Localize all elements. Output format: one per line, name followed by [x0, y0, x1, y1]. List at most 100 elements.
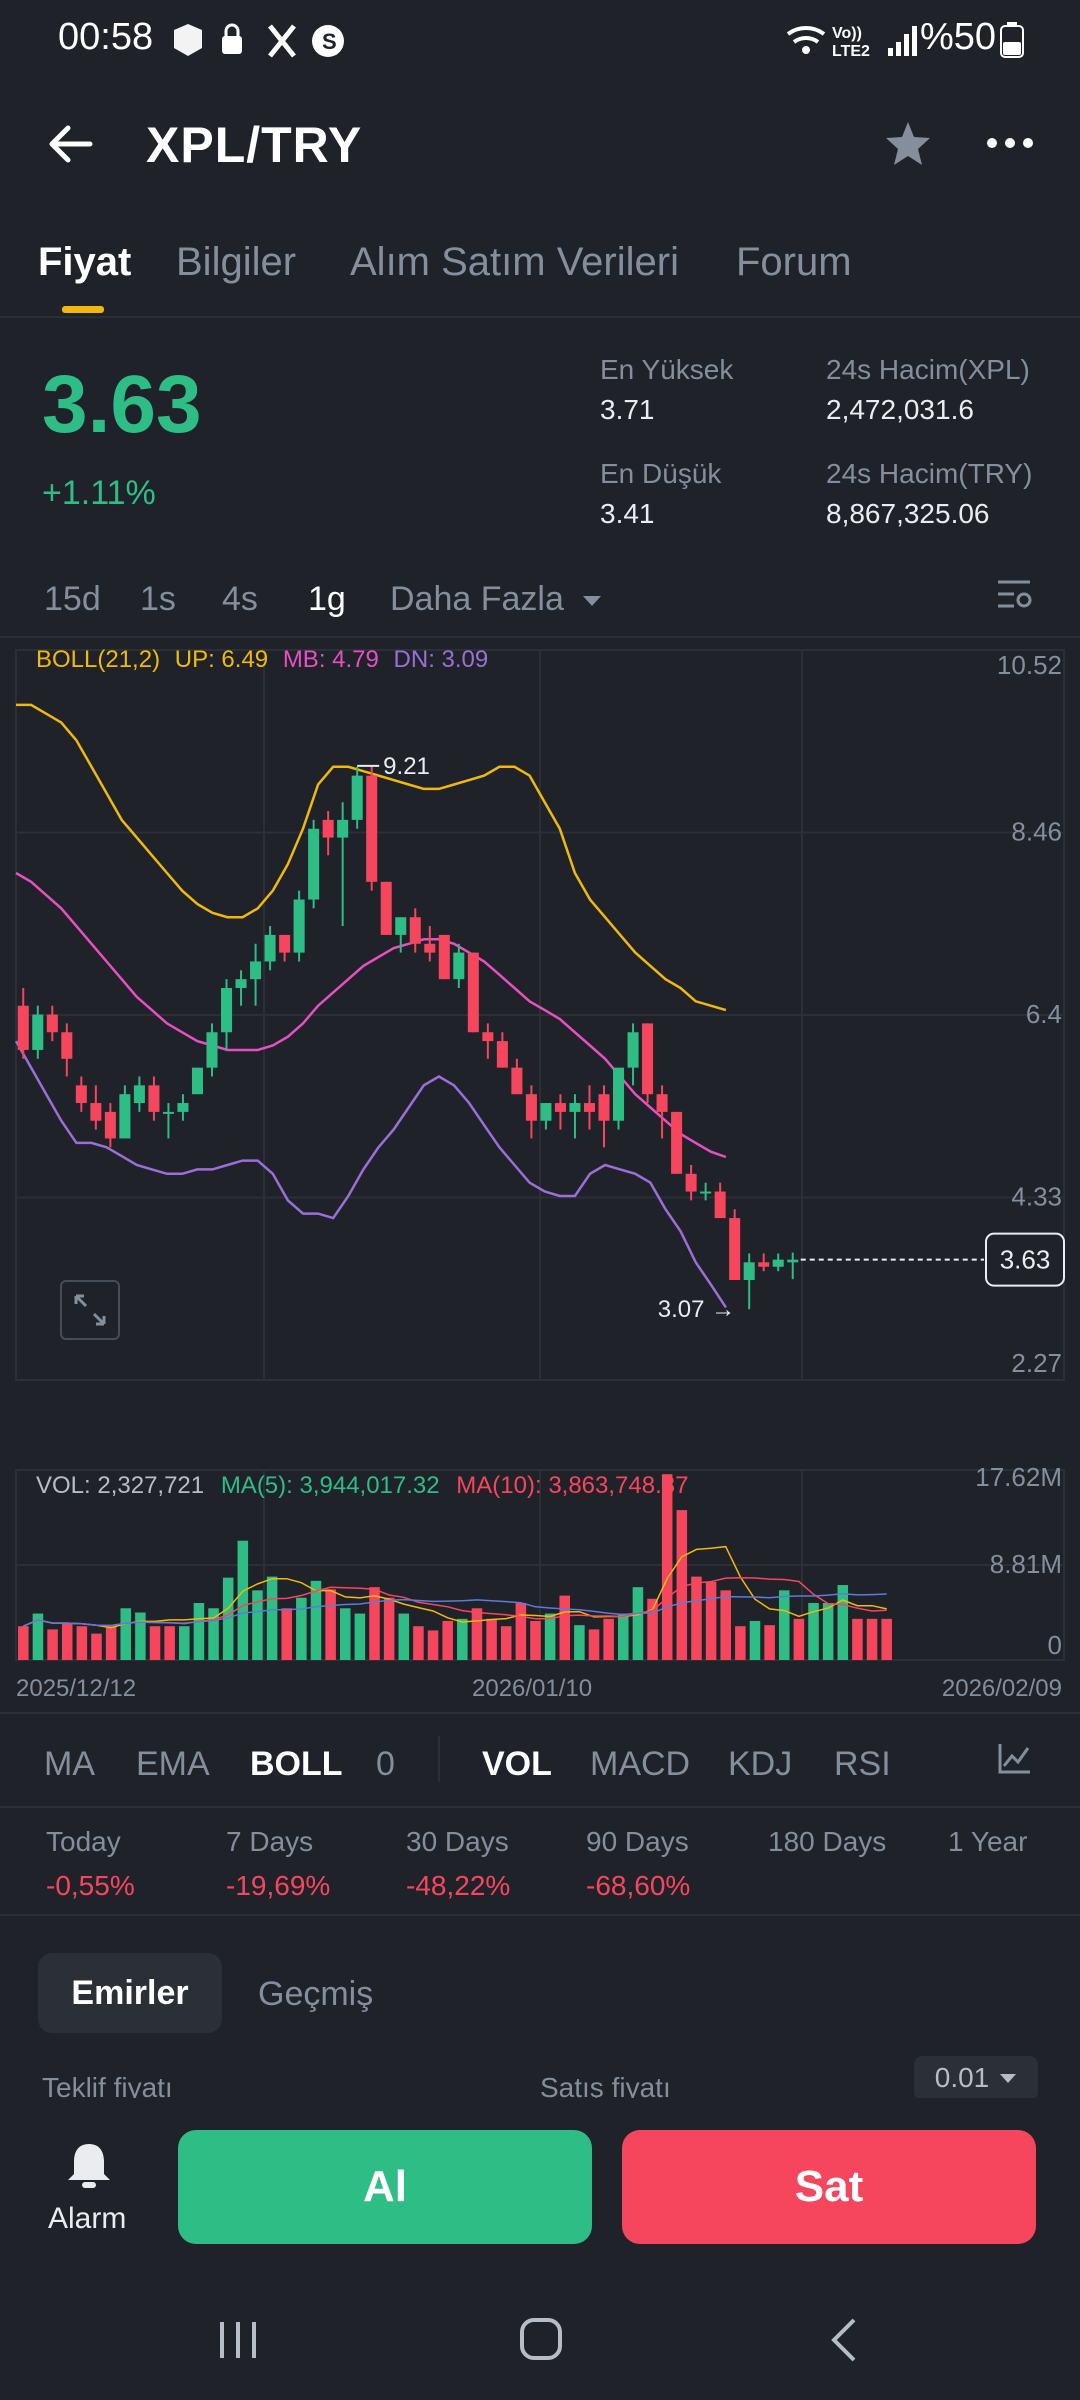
tab-forum[interactable]: Forum — [736, 240, 852, 284]
x-tick-label: 2025/12/12 — [16, 1675, 136, 1700]
candle-body — [554, 1103, 566, 1112]
volume-chart[interactable]: 17.62M 8.81M 0 2025/12/12 2026/01/10 2026/02/… — [0, 1460, 1080, 1700]
candle-body — [743, 1262, 755, 1281]
volume-bar — [618, 1613, 629, 1660]
vol-ma10: MA(10): 3,863,748.87 — [456, 1472, 689, 1499]
interval-1s[interactable]: 1s — [140, 580, 176, 618]
boll-up: UP: 6.49 — [174, 646, 269, 673]
buy-button[interactable]: Al — [178, 2130, 592, 2244]
indicator-vol[interactable]: VOL — [482, 1745, 552, 1783]
volume-bar — [383, 1597, 395, 1660]
volume-bar — [720, 1590, 731, 1660]
perf-today-value: -0,55% — [46, 1870, 135, 1901]
precision-select[interactable]: 0.01 — [914, 2056, 1038, 2100]
expand-icon — [74, 1294, 106, 1326]
volume-bar — [559, 1595, 571, 1660]
alarm-button[interactable] — [64, 2140, 114, 2197]
volume-bar — [691, 1576, 702, 1660]
more-button[interactable] — [984, 128, 1036, 163]
sell-button[interactable]: Sat — [622, 2130, 1036, 2244]
volume-bar — [427, 1630, 439, 1660]
volume-bar — [18, 1626, 29, 1660]
candle-body — [308, 828, 320, 900]
candle-body — [148, 1085, 160, 1112]
chart-settings-button[interactable] — [994, 574, 1034, 619]
indicator-hide-main[interactable]: 0 — [376, 1745, 395, 1783]
volume-bar — [208, 1608, 219, 1660]
interval-15d[interactable]: 15d — [44, 580, 101, 618]
volume-bar — [676, 1510, 688, 1660]
candle-body — [395, 917, 407, 935]
candlestick-chart[interactable]: 10.52 8.46 6.4 4.33 2.27 9.21 3.07 → 3.63 — [0, 640, 1080, 1400]
volume-bar — [135, 1612, 146, 1660]
indicator-settings-button[interactable] — [996, 1740, 1032, 1781]
candle-body — [119, 1094, 131, 1139]
candle-body — [75, 1085, 87, 1104]
recent-apps-button[interactable] — [216, 2318, 260, 2367]
volume-bar — [193, 1602, 205, 1660]
volume-bar — [442, 1620, 453, 1660]
vol-value: VOL: 2,327,721 — [36, 1472, 205, 1499]
volume-bar — [179, 1626, 190, 1660]
volume-bar — [413, 1626, 424, 1660]
vol-ma5-line — [23, 1545, 887, 1629]
volume-bar — [164, 1626, 175, 1660]
volume-bar — [32, 1613, 44, 1660]
home-button[interactable] — [518, 2316, 564, 2367]
y-tick-label: 10.52 — [997, 650, 1062, 680]
system-back-button[interactable] — [826, 2316, 860, 2369]
favorite-button[interactable] — [882, 118, 934, 175]
candle-body — [511, 1067, 523, 1095]
indicator-boll[interactable]: BOLL — [250, 1745, 343, 1783]
tab-fiyat[interactable]: Fiyat — [38, 240, 132, 284]
perf-90d-label: 90 Days — [586, 1826, 689, 1857]
low-marker-label: 3.07 → — [658, 1296, 735, 1323]
candle-body — [221, 988, 233, 1033]
back-button[interactable] — [44, 118, 96, 175]
indicator-ema[interactable]: EMA — [136, 1745, 210, 1783]
indicator-chart-icon — [998, 1744, 1030, 1774]
candle-body — [583, 1103, 595, 1112]
candle-body — [438, 934, 450, 980]
volume-bar — [149, 1626, 161, 1660]
bid-price-label: Teklif fiyatı — [42, 2072, 173, 2103]
divider — [0, 1914, 1080, 1916]
tab-emirler[interactable]: Emirler — [38, 1953, 222, 2033]
alarm-label: Alarm — [48, 2202, 127, 2235]
candle-body — [729, 1218, 741, 1281]
volume-bar — [749, 1620, 761, 1660]
perf-7d-label: 7 Days — [226, 1826, 314, 1857]
status-bar: 00:58 S Vo)) LTE2 — [0, 0, 1080, 80]
y-tick-label: 2.27 — [1011, 1348, 1062, 1378]
indicator-macd[interactable]: MACD — [590, 1745, 691, 1783]
volume-bar — [544, 1613, 556, 1660]
high-value: 3.71 — [600, 394, 655, 425]
candle-body — [613, 1067, 625, 1121]
tab-gecmis[interactable]: Geçmiş — [258, 1975, 374, 2013]
volume-bar — [500, 1626, 512, 1660]
candle-body — [293, 899, 305, 953]
volume-bar — [837, 1585, 849, 1660]
perf-90d-value: -68,60% — [586, 1870, 691, 1901]
vol-ma20-line — [23, 1592, 887, 1627]
tab-bilgiler[interactable]: Bilgiler — [176, 240, 297, 284]
volume-bar — [120, 1608, 132, 1660]
candle-body — [671, 1111, 683, 1174]
indicator-kdj[interactable]: KDJ — [728, 1745, 793, 1783]
high-label: En Yüksek — [600, 354, 734, 385]
indicator-ma[interactable]: MA — [44, 1745, 95, 1783]
fullscreen-button[interactable] — [60, 1280, 120, 1340]
boll-lower-line — [14, 1040, 727, 1309]
indicator-rsi[interactable]: RSI — [834, 1745, 891, 1783]
candle-body — [424, 943, 436, 953]
tab-alim-satim-verileri[interactable]: Alım Satım Verileri — [350, 240, 679, 284]
interval-4s[interactable]: 4s — [222, 580, 258, 618]
price-change: +1.11% — [42, 474, 156, 512]
volume-bar — [266, 1576, 278, 1660]
interval-more-button[interactable]: Daha Fazla — [390, 580, 603, 619]
interval-1g[interactable]: 1g — [308, 580, 346, 618]
candle-body — [206, 1032, 218, 1068]
volume-bar — [91, 1633, 102, 1660]
caret-down-icon — [1000, 2074, 1017, 2083]
candle-body — [598, 1094, 610, 1121]
